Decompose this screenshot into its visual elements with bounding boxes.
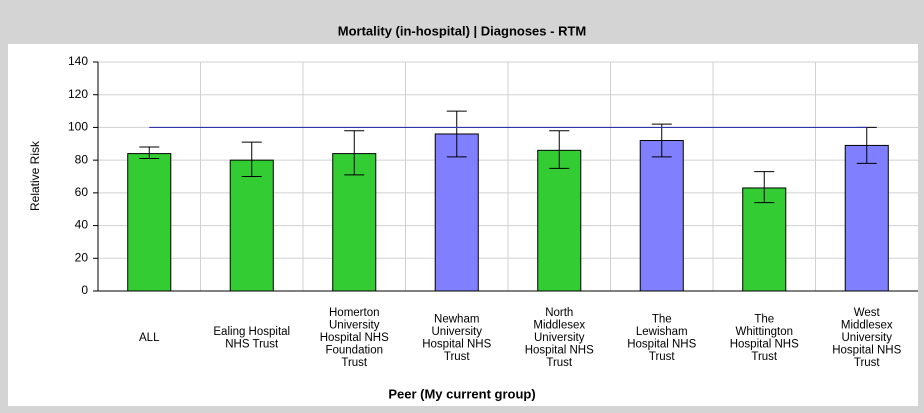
y-tick-label: 60 [75,185,89,199]
x-tick-label: Middlesex [533,320,585,332]
x-tick-label: Trust [444,351,471,363]
x-tick-label: Trust [341,357,368,369]
x-tick-label: West [854,307,881,319]
bar [537,149,582,292]
x-tick-label: Trust [751,351,778,363]
x-tick-label: Hospital NHS [422,338,491,350]
x-tick-label: University [329,320,380,332]
y-tick-label: 80 [75,152,89,166]
y-tick-label: 120 [68,87,88,101]
x-tick-label: Lewisham [636,326,688,338]
x-tick-label: ALL [139,332,160,344]
x-tick-label: Hospital NHS [730,338,799,350]
y-tick-label: 140 [68,54,88,68]
bar [639,140,684,292]
x-tick-label: Trust [854,357,881,369]
bar [844,144,889,292]
y-tick-label: 20 [75,250,89,264]
bar [742,187,787,292]
y-axis-label: Relative Risk [28,140,42,211]
y-tick-label: 100 [68,120,88,134]
x-tick-label: The [754,313,774,325]
y-tick-label: 40 [75,218,89,232]
x-tick-label: Foundation [325,345,383,357]
x-tick-label: University [842,332,893,344]
y-tick-label: 0 [81,283,88,297]
x-tick-label: Middlesex [841,320,893,332]
x-tick-label: The [652,313,672,325]
chart-title: Mortality (in-hospital) | Diagnoses - RT… [338,23,586,38]
x-tick-label: Newham [434,313,479,325]
x-tick-label: Homerton [329,307,380,319]
bar [434,133,479,292]
x-tick-label: Whittington [735,326,793,338]
x-tick-label: Hospital NHS [832,345,901,357]
x-tick-label: Trust [546,357,573,369]
bar [229,159,274,292]
x-tick-label: Hospital NHS [525,345,594,357]
x-tick-label: Hospital NHS [320,332,389,344]
x-tick-label: University [534,332,585,344]
x-axis-label: Peer (My current group) [388,386,535,401]
bar [127,153,172,292]
x-tick-label: North [545,307,573,319]
x-tick-label: Hospital NHS [627,338,696,350]
x-tick-label: University [432,326,483,338]
x-tick-label: Trust [649,351,676,363]
x-tick-label: NHS Trust [225,338,279,350]
x-tick-label: Ealing Hospital [213,326,290,338]
